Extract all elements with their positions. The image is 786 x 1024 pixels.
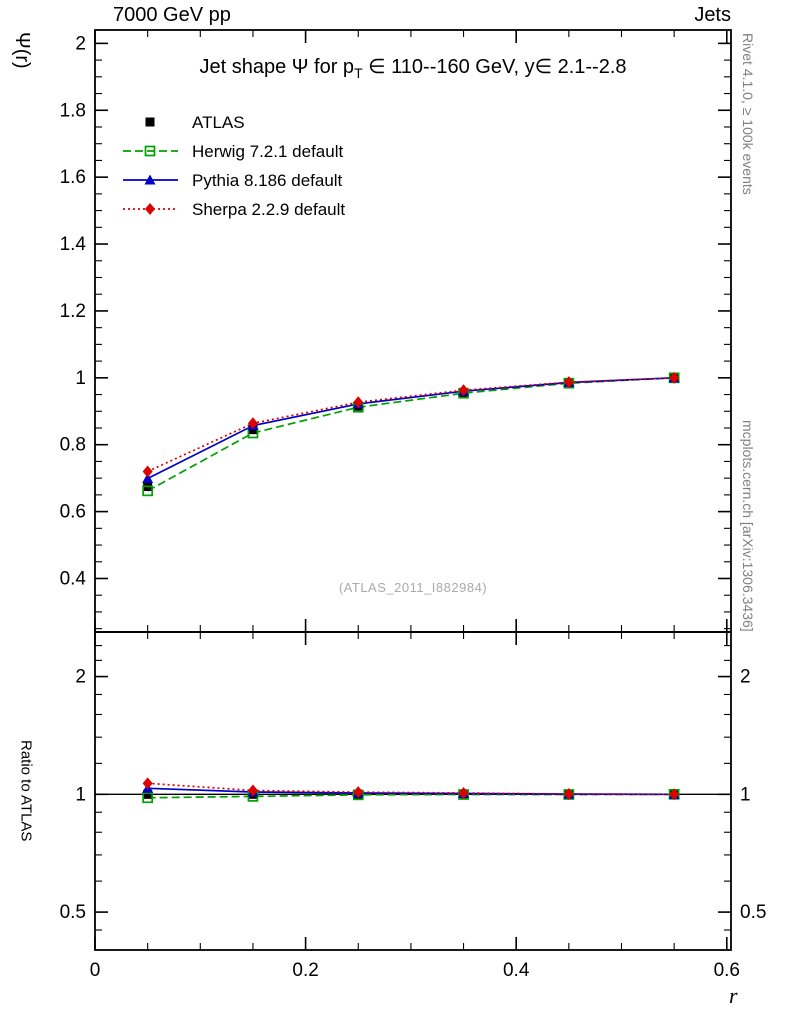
marker-square-open [142,485,153,497]
marker-diamond-filled [353,396,364,409]
process-label: Jets [694,4,731,26]
marker-diamond-filled [142,465,153,478]
y-tick-label-main: 0.6 [60,502,86,523]
ratio-tick-label-right: 1 [740,784,751,805]
rivet-version-note: Rivet 4.1.0, ≥ 100k events [740,33,756,195]
x-tick-label: 0.6 [714,960,740,981]
legend-label: ATLAS [192,113,245,132]
ratio-tick-label-left: 2 [75,667,86,688]
marker-triangle-filled [142,472,154,483]
y-tick-label-main: 1.8 [60,100,86,121]
y-tick-label-main: 0.4 [60,568,87,589]
y-axis-label-ratio: Ratio to ATLAS [17,740,35,842]
marker-diamond-filled [458,786,469,799]
x-tick-label: 0.2 [292,960,318,981]
legend-label: Herwig 7.2.1 default [192,142,343,161]
mcplots-arxiv-note: mcplots.cern.ch [arXiv:1306.3436] [740,420,756,632]
x-tick-label: 0 [90,960,101,981]
x-tick-label: 0.4 [503,960,530,981]
ratio-axis-label-wrap: Ratio to ATLAS [14,632,38,950]
ratio-tick-label-right: 2 [740,667,751,688]
plot-title-text: Jet shape Ψ for p [199,56,355,78]
series-line-main [147,376,675,480]
ratio-tick-label-left: 1 [75,784,86,805]
plot-title-subscript: T [354,65,363,81]
analysis-id-watermark: (ATLAS_2011_I882984) [338,580,488,595]
ratio-panel-frame [94,631,732,951]
marker-diamond-filled [458,384,469,397]
plot-title-text-2: ∈ 110--160 GeV, y∈ 2.1--2.8 [362,56,627,78]
series-line-main [147,376,675,473]
series-line-ratio [147,787,675,796]
marker-square-filled [143,789,153,799]
marker-triangle-filled [144,174,156,185]
marker-diamond-filled [247,784,258,797]
marker-diamond-filled [563,787,574,800]
marker-square-filled [145,117,155,127]
legend-label: Pythia 8.186 default [192,171,343,190]
marker-diamond-filled [669,788,680,801]
marker-diamond-filled [353,786,364,799]
ratio-tick-label-right: 0.5 [740,902,766,923]
main-panel-frame [94,29,732,633]
marker-square-open [142,792,153,804]
ratio-tick-label-left: 0.5 [60,902,86,923]
y-tick-label-main: 1.6 [60,167,86,188]
marker-diamond-filled [142,777,153,790]
legend-label: Sherpa 2.2.9 default [192,200,345,219]
y-tick-label-main: 2 [75,33,86,54]
marker-diamond-filled [145,203,155,215]
y-tick-label-main: 1 [75,368,86,389]
series-line-main [147,376,675,492]
y-tick-label-main: 0.8 [60,435,86,456]
y-axis-label-main: Ψ(r) [11,32,33,69]
marker-diamond-filled [247,417,258,430]
marker-diamond-filled [669,371,680,384]
marker-square-open [144,145,156,157]
y-tick-label-main: 1.2 [60,301,86,322]
y-tick-label-main: 1.4 [60,234,87,255]
beam-energy-label: 7000 GeV pp [113,4,231,26]
x-axis-label: r [729,983,738,1008]
plot-title: Jet shape Ψ for pT ∈ 110--160 GeV, y∈ 2.… [95,54,731,81]
marker-diamond-filled [563,376,574,389]
